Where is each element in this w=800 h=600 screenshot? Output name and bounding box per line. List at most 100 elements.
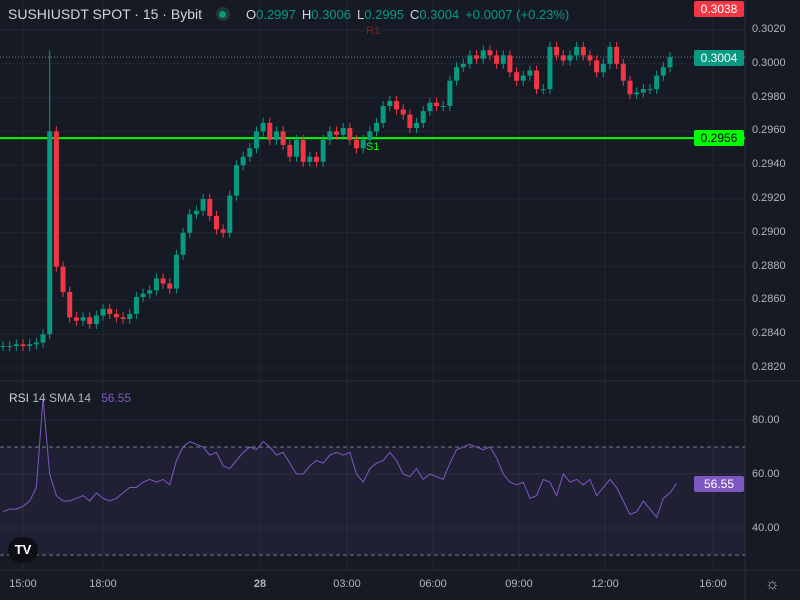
price-tick-label: 0.2900 [752,225,786,238]
candle-body [200,199,206,211]
rsi-level-60: 60.00 [752,468,780,480]
support-price-tag: 0.2956 [694,130,744,146]
candle-body [434,102,440,107]
price-tick-label: 0.2940 [752,158,786,171]
candle-body [80,317,86,321]
r1-label: R1 [366,25,381,37]
low-value: 0.2995 [364,6,405,22]
candle-body [167,283,173,289]
price-tick-label: 0.2840 [752,327,786,340]
time-tick-label: 28 [253,578,267,590]
candle-body [354,139,360,149]
candle-body [87,317,93,325]
candle-body [540,89,546,91]
rsi-legend: RSI 14 SMA 14 56.55 [9,391,131,405]
candle-body [340,128,346,135]
candle-body [527,70,533,76]
time-tick-label: 18:00 [89,578,117,590]
candle-body [334,131,339,135]
candle-body [293,139,299,157]
candle-body [27,344,33,347]
candle-body [480,50,486,59]
candle-body [260,122,266,132]
candle-body [20,344,26,347]
candle-body [73,317,79,321]
candle-body [127,313,133,319]
candle-body [253,131,259,149]
candle-body [327,131,333,140]
s1-label: S1 [366,141,380,153]
candle-body [534,70,540,90]
rsi-level-80: 80.00 [752,414,780,426]
candle-body [0,346,6,348]
candle-body [267,122,273,140]
candle-body [547,46,553,90]
candle-body [607,46,613,64]
candle-body [420,111,426,123]
candle-body [427,102,433,112]
candle-body [240,156,246,166]
high-value: 0.3006 [311,6,352,22]
candle-body [7,346,13,348]
candle-body [153,278,159,291]
price-tick-label: 0.2920 [752,192,786,204]
candle-body [53,131,59,267]
candle-body [47,131,53,335]
candle-body [660,67,666,76]
candle-body [320,139,326,162]
candle-body [600,63,606,73]
rsi-title: RSI [9,391,30,405]
tradingview-logo[interactable]: TV [8,537,38,563]
symbol-title[interactable]: SUSHIUSDT SPOT · 15 · Bybit [8,6,202,22]
candle-body [33,342,39,345]
candle-body [400,109,406,115]
change-value: +0.0007 (+0.23%) [465,6,570,22]
candle-body [360,139,366,149]
candle-body [247,148,253,157]
candle-body [394,100,400,110]
candle-body [454,67,460,81]
candle-body [594,60,600,73]
market-status-icon [215,7,230,21]
time-tick-label: 15:00 [9,578,37,590]
candle-body [133,297,139,314]
settings-gear-icon[interactable]: ☼ [765,576,780,593]
candle-body [474,55,480,59]
candle-body [180,232,186,255]
candle-body [93,315,99,325]
candle-body [160,278,166,284]
candle-body [614,46,620,64]
legend-header: SUSHIUSDT SPOT · 15 · Bybit O 0.2997 H 0.3… [8,6,575,22]
rsi-params: 14 SMA 14 [32,391,92,405]
candle-body [100,308,106,316]
candle-body [667,57,673,68]
candle-body [460,63,466,68]
candle-body [307,156,313,162]
candle-body [187,214,193,233]
candle-body [414,122,420,129]
time-tick-label: 03:00 [333,578,361,590]
time-tick-label: 12:00 [591,578,619,590]
price-tick-label: 0.2960 [752,124,786,137]
candle-body [287,144,293,157]
candle-body [213,215,219,230]
candle-body [140,293,146,298]
candle-body [67,291,73,318]
rsi-value-tag: 56.55 [694,476,744,492]
candle-body [500,55,506,64]
open-value: 0.2997 [256,6,296,22]
price-tick-label: 0.2820 [752,361,786,373]
candle-body [467,55,473,64]
open-label: O [245,6,257,22]
current-price-tag: 0.3004 [694,50,744,66]
time-tick-label: 16:00 [699,578,727,590]
candle-body [640,89,646,93]
rsi-value: 56.55 [101,391,132,405]
candle-body [113,313,119,318]
candle-body [620,63,626,81]
candle-body [107,308,113,314]
candle-body [207,199,213,216]
candle-body [447,80,453,107]
